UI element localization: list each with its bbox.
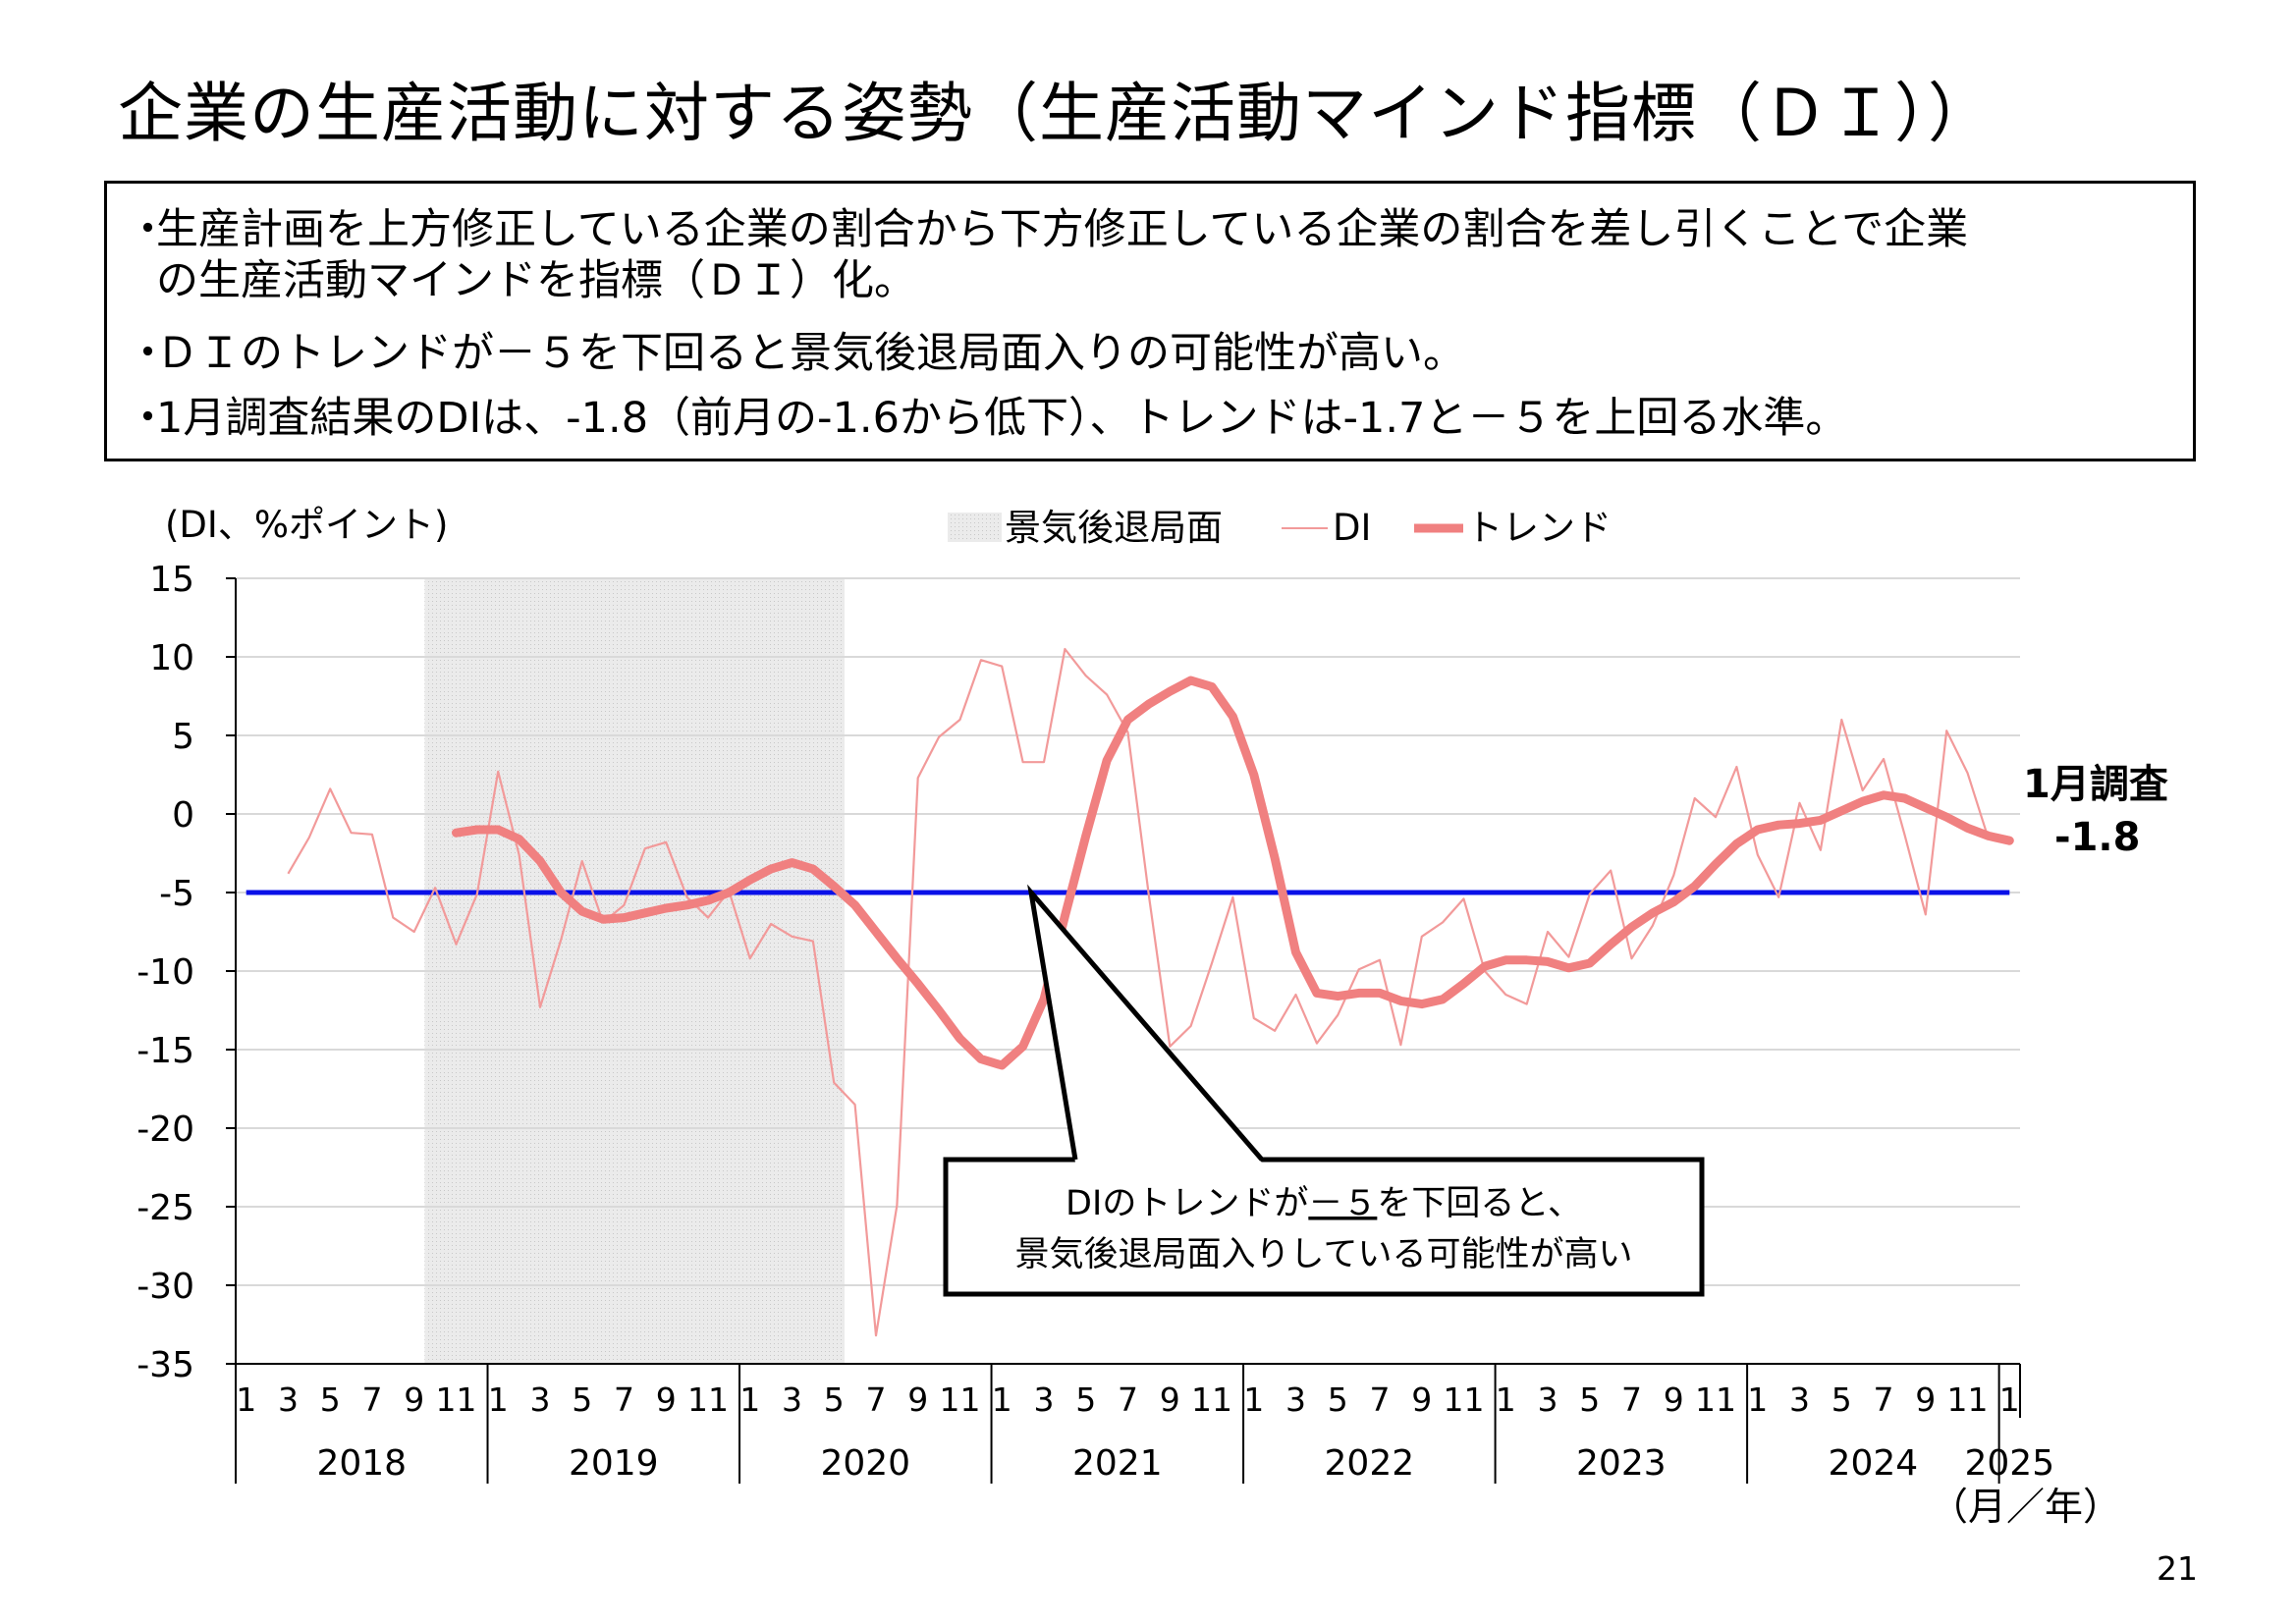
x-month-label: 3 — [782, 1380, 802, 1419]
y-tick-label: -5 — [159, 874, 194, 914]
x-month-label: 3 — [1285, 1380, 1306, 1419]
x-month-label: 1 — [236, 1380, 256, 1419]
x-year-label: 2020 — [820, 1443, 910, 1484]
x-month-label: 5 — [1075, 1380, 1096, 1419]
x-month-label: 3 — [1538, 1380, 1558, 1419]
callout-box — [943, 1157, 1705, 1297]
description-text: 1月調査結果のDIは、-1.8（前月の-1.6から低下）、トレンドは-1.7と－… — [156, 394, 1848, 443]
x-year-label: 2019 — [569, 1443, 659, 1484]
legend-di-label: DI — [1333, 507, 1371, 549]
x-month-label: 1 — [992, 1380, 1012, 1419]
latest-label-line1: 1月調査 — [2023, 762, 2168, 807]
description-bullet-1-cont: の生産活動マインドを指標（ＤＩ）化。 — [156, 256, 916, 305]
latest-label-value: -1.8 — [2054, 815, 2140, 860]
legend-trend-label: トレンド — [1466, 507, 1612, 549]
x-month-label: 7 — [1118, 1380, 1138, 1419]
legend-recession-swatch — [948, 513, 1002, 542]
y-axis-label: (DI、%ポイント) — [165, 504, 448, 546]
y-tick-label: 0 — [172, 795, 194, 836]
x-month-label: 5 — [1579, 1380, 1600, 1419]
x-month-label: 9 — [1664, 1380, 1684, 1419]
x-month-label: 1 — [1243, 1380, 1264, 1419]
x-month-label: 11 — [1947, 1380, 1989, 1419]
x-month-label: 11 — [1695, 1380, 1736, 1419]
y-tick-label: -15 — [137, 1031, 194, 1071]
x-month-label: 7 — [1874, 1380, 1894, 1419]
y-tick-label: 5 — [172, 717, 194, 757]
x-year-label: 2025 — [1964, 1443, 2054, 1484]
x-month-label: 9 — [1915, 1380, 1936, 1419]
x-month-label: 3 — [1789, 1380, 1810, 1419]
x-month-label: 1 — [488, 1380, 509, 1419]
y-tick-label: -25 — [137, 1188, 194, 1228]
x-month-label: 9 — [404, 1380, 424, 1419]
x-month-label: 11 — [687, 1380, 729, 1419]
callout-pointer — [1027, 884, 1264, 1162]
y-tick-label: 10 — [149, 638, 194, 678]
x-month-label: 3 — [529, 1380, 550, 1419]
x-month-label: 11 — [939, 1380, 980, 1419]
x-year-label: 2021 — [1072, 1443, 1163, 1484]
callout-prefix: DIのトレンドが — [1066, 1184, 1308, 1223]
page-title: 企業の生産活動に対する姿勢（生産活動マインド指標（ＤＩ）） — [118, 76, 1994, 151]
description-bullet-3: ・1月調査結果のDIは、-1.8（前月の-1.6から低下）、トレンドは-1.7と… — [127, 394, 1847, 445]
callout-emphasis: －５ — [1308, 1184, 1377, 1223]
description-box: ・生産計画を上方修正している企業の割合から下方修正している企業の割合を差し引くこ… — [104, 181, 2196, 461]
x-month-label: 11 — [1444, 1380, 1485, 1419]
x-month-label: 9 — [907, 1380, 928, 1419]
x-month-label: 7 — [865, 1380, 886, 1419]
x-axis-unit-label: （月／年） — [1930, 1486, 2121, 1530]
description-text: 生産計画を上方修正している企業の割合から下方修正している企業の割合を差し引くこと… — [156, 205, 1969, 254]
y-tick-label: -10 — [137, 952, 194, 993]
y-tick-label: 15 — [149, 560, 194, 600]
di-series-line — [287, 647, 2010, 1337]
description-bullet-1: ・生産計画を上方修正している企業の割合から下方修正している企業の割合を差し引くこ… — [127, 205, 1968, 256]
x-month-label: 9 — [656, 1380, 677, 1419]
x-year-label: 2024 — [1829, 1443, 1919, 1484]
x-month-label: 11 — [1191, 1380, 1232, 1419]
x-month-label: 3 — [1033, 1380, 1054, 1419]
x-month-label: 5 — [1328, 1380, 1348, 1419]
x-month-label: 1 — [1999, 1380, 2020, 1419]
x-month-label: 5 — [824, 1380, 845, 1419]
x-year-label: 2023 — [1576, 1443, 1667, 1484]
x-month-label: 11 — [435, 1380, 476, 1419]
x-month-label: 5 — [320, 1380, 341, 1419]
x-month-label: 1 — [1747, 1380, 1768, 1419]
y-tick-label: -35 — [137, 1345, 194, 1385]
x-month-label: 5 — [572, 1380, 592, 1419]
page-number: 21 — [2157, 1549, 2198, 1588]
y-tick-label: -30 — [137, 1267, 194, 1307]
x-month-label: 1 — [1496, 1380, 1516, 1419]
description-bullet-2: ・ＤＩのトレンドが－５を下回ると景気後退局面入りの可能性が高い。 — [127, 329, 1465, 380]
description-text: ＤＩのトレンドが－５を下回ると景気後退局面入りの可能性が高い。 — [156, 329, 1465, 378]
x-month-label: 3 — [278, 1380, 299, 1419]
legend: 景気後退局面 DI トレンド — [948, 507, 1612, 549]
x-month-label: 7 — [614, 1380, 634, 1419]
x-month-label: 1 — [739, 1380, 760, 1419]
callout-text-line2: 景気後退局面入りしている可能性が高い — [1015, 1235, 1633, 1274]
x-month-label: 9 — [1160, 1380, 1180, 1419]
callout-suffix: を下回ると、 — [1377, 1184, 1582, 1223]
x-year-label: 2018 — [316, 1443, 407, 1484]
y-tick-label: -20 — [137, 1110, 194, 1150]
x-month-label: 7 — [1370, 1380, 1391, 1419]
x-year-label: 2022 — [1325, 1443, 1415, 1484]
trend-series-line — [452, 676, 2014, 1070]
x-month-label: 9 — [1411, 1380, 1432, 1419]
x-month-label: 7 — [1621, 1380, 1642, 1419]
legend-recession-label: 景気後退局面 — [1005, 507, 1223, 549]
callout-text-line1: DIのトレンドが－５を下回ると、 — [1066, 1184, 1582, 1223]
x-month-label: 5 — [1831, 1380, 1852, 1419]
x-month-label: 7 — [361, 1380, 382, 1419]
